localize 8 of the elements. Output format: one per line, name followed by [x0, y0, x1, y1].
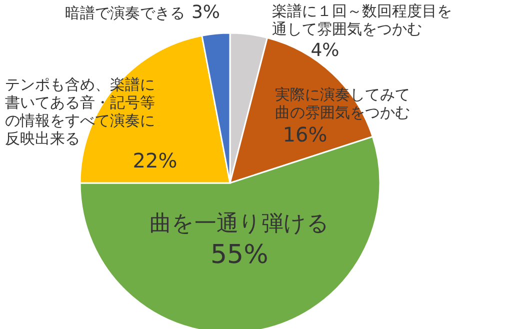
- slice-label: 楽譜に１回～数回程度目を通して雰囲気をつかむ: [272, 2, 452, 38]
- data-label: 4%: [310, 40, 340, 61]
- data-label: 3%: [191, 2, 220, 23]
- data-label: 22%: [132, 148, 178, 173]
- slice-label: 暗譜で演奏できる: [65, 4, 185, 22]
- data-label: 16%: [282, 122, 328, 146]
- data-label: 55%: [210, 240, 268, 270]
- slice-label: 曲を一通り弾ける: [149, 211, 330, 236]
